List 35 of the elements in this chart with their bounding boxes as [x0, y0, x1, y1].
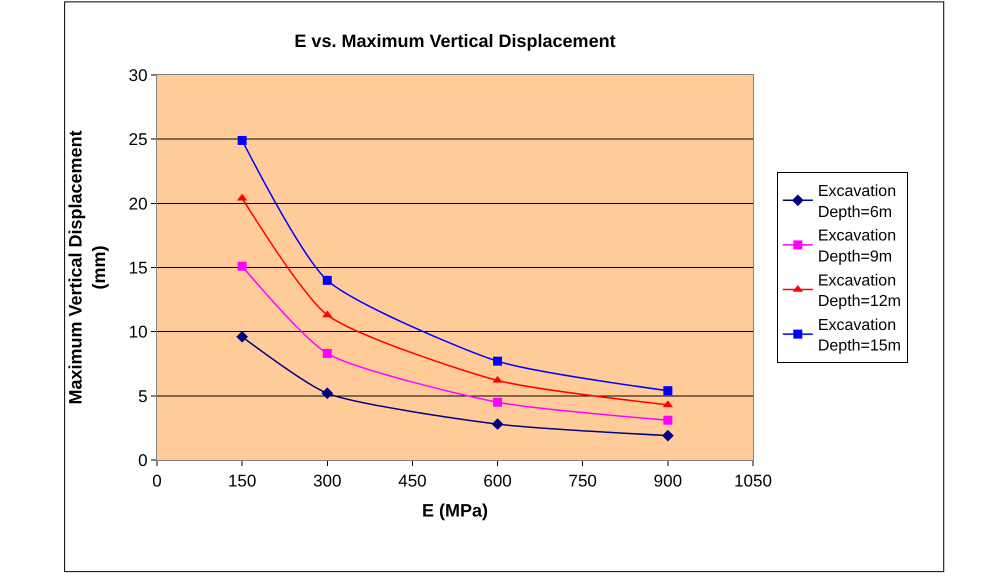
y-axis-title: Maximum Vertical Displacement (mm) — [65, 130, 109, 405]
point — [493, 356, 502, 366]
x-tick-label: 600 — [483, 471, 512, 490]
point — [322, 348, 332, 358]
legend-label: Excavation Depth=9m — [818, 228, 896, 266]
chart-title: E vs. Maximum Vertical Displacement — [294, 30, 616, 51]
point — [492, 418, 504, 430]
point — [238, 136, 247, 145]
legend-label: Excavation Depth=12m — [818, 272, 902, 310]
legend-label: Excavation Depth=15m — [818, 316, 902, 355]
x-tick-label: 150 — [228, 471, 256, 490]
x-tick-label: 900 — [654, 471, 682, 490]
y-tick-label: 15 — [128, 258, 148, 278]
x-tick-label: 450 — [398, 471, 427, 490]
point — [663, 416, 672, 425]
x-tick-label: 300 — [313, 471, 342, 490]
point — [662, 430, 674, 442]
point — [663, 386, 672, 396]
legend-label: Excavation Depth=6m — [818, 183, 896, 221]
x-tick-label: 750 — [568, 471, 597, 490]
y-tick-label: 25 — [128, 130, 148, 150]
point — [236, 330, 248, 343]
x-axis-title: E (MPa) — [422, 500, 488, 520]
y-tick-label: 30 — [128, 66, 148, 85]
y-tick-label: 10 — [128, 322, 148, 342]
x-tick-label: 1050 — [734, 471, 772, 490]
point — [321, 387, 334, 400]
point — [493, 398, 502, 407]
y-tick-label: 20 — [128, 194, 148, 214]
y-tick-label: 5 — [138, 386, 148, 406]
x-tick-label: 0 — [152, 471, 162, 490]
y-tick-label: 0 — [138, 450, 148, 470]
point — [238, 262, 247, 271]
point — [322, 310, 332, 318]
point — [322, 276, 332, 285]
